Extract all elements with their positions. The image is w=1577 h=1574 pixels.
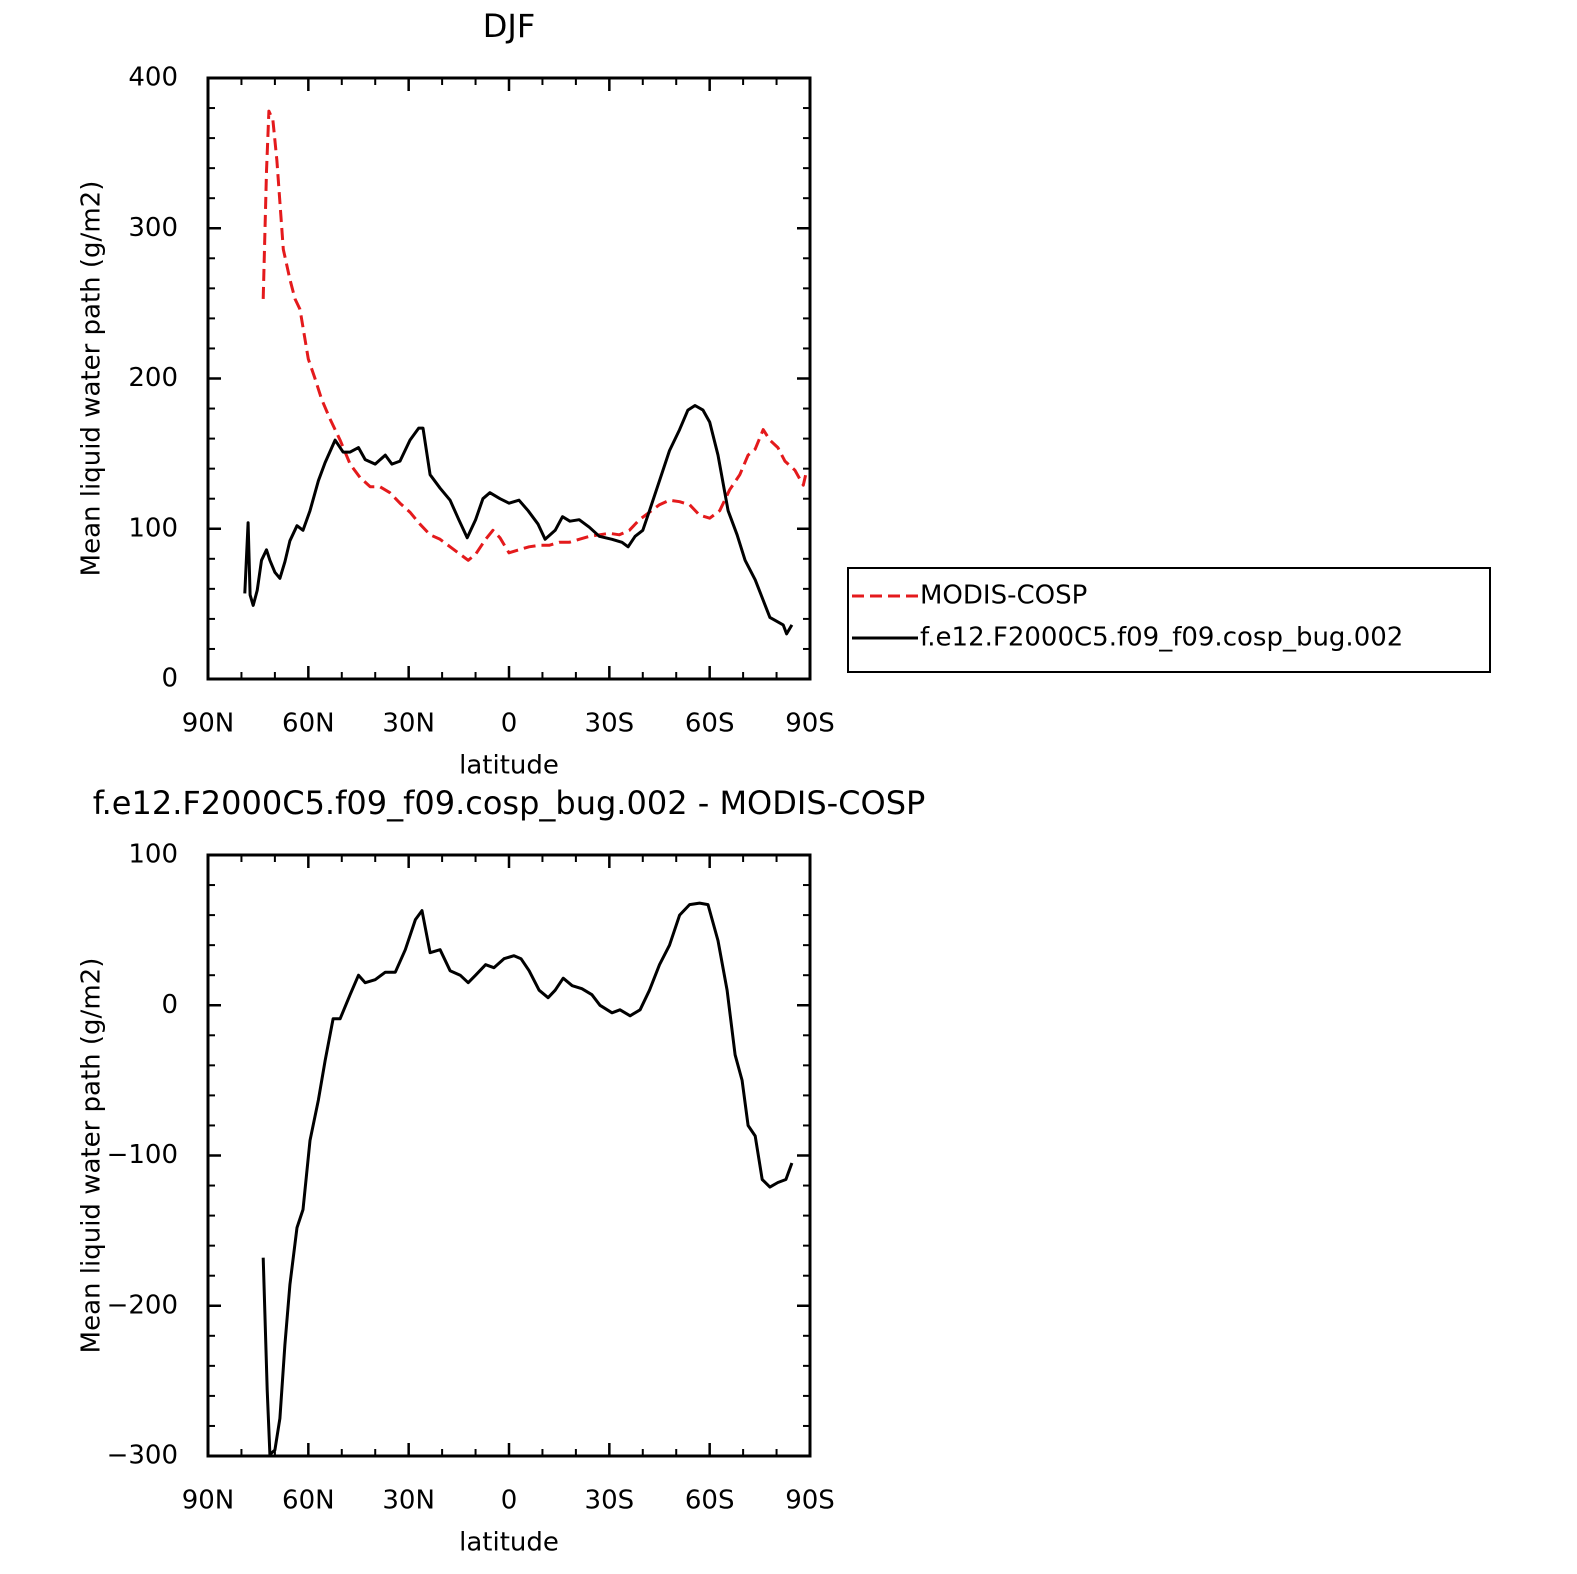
x-tick-label: 30S — [585, 709, 635, 739]
x-tick-label: 0 — [501, 709, 518, 739]
legend-label: MODIS-COSP — [920, 581, 1087, 611]
x-tick-label: 30N — [382, 1486, 435, 1516]
plot-frame — [206, 76, 812, 681]
x-tick-label: 60S — [685, 709, 735, 739]
y-tick-label: −200 — [107, 1290, 178, 1320]
x-tick-label: 90S — [785, 1486, 835, 1516]
y-tick-label: −100 — [107, 1140, 178, 1170]
x-tick-label: 60N — [282, 709, 335, 739]
chart-title: f.e12.F2000C5.f09_f09.cosp_bug.002 - MOD… — [93, 784, 926, 822]
legend-label: f.e12.F2000C5.f09_f09.cosp_bug.002 — [920, 623, 1403, 653]
y-tick-label: 200 — [128, 363, 178, 393]
y-tick-label: 0 — [161, 990, 178, 1020]
y-tick-label: 0 — [161, 664, 178, 694]
y-tick-label: −300 — [107, 1441, 178, 1471]
x-axis-label: latitude — [459, 751, 559, 781]
y-axis-label: Mean liquid water path (g/m2) — [77, 958, 107, 1354]
x-tick-label: 90N — [182, 709, 235, 739]
x-tick-label: 0 — [501, 1486, 518, 1516]
data-line — [243, 404, 794, 636]
legend-box — [847, 567, 1491, 673]
x-tick-label: 60S — [685, 1486, 735, 1516]
x-tick-label: 60N — [282, 1486, 335, 1516]
plot-frame — [206, 853, 812, 1458]
data-line — [261, 109, 809, 562]
chart-title: DJF — [483, 7, 535, 45]
x-tick-label: 90N — [182, 1486, 235, 1516]
x-axis-label: latitude — [459, 1528, 559, 1558]
x-tick-label: 90S — [785, 709, 835, 739]
y-tick-label: 100 — [128, 840, 178, 870]
y-tick-label: 300 — [128, 213, 178, 243]
y-axis-label: Mean liquid water path (g/m2) — [77, 181, 107, 577]
x-tick-label: 30S — [585, 1486, 635, 1516]
y-tick-label: 100 — [128, 513, 178, 543]
y-tick-label: 400 — [128, 63, 178, 93]
data-line — [261, 901, 794, 1456]
x-tick-label: 30N — [382, 709, 435, 739]
